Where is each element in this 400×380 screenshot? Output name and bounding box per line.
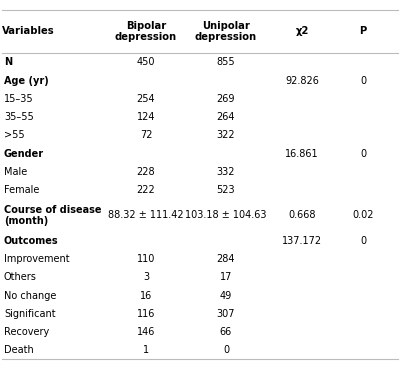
Text: P: P [360,26,367,36]
Text: Significant: Significant [4,309,56,319]
Text: 1: 1 [143,345,149,355]
Text: 137.172: 137.172 [282,236,322,246]
Text: 72: 72 [140,130,152,140]
Text: 15–35: 15–35 [4,94,34,104]
Text: 35–55: 35–55 [4,112,34,122]
Text: 16: 16 [140,291,152,301]
Text: Improvement: Improvement [4,254,70,264]
Text: Outcomes: Outcomes [4,236,59,246]
Text: 16.861: 16.861 [285,149,319,158]
Text: Variables: Variables [2,26,55,36]
Text: N: N [4,57,12,67]
Text: 855: 855 [217,57,235,67]
Text: Age (yr): Age (yr) [4,76,49,86]
Text: 0: 0 [360,76,366,86]
Text: 523: 523 [217,185,235,195]
Text: Female: Female [4,185,39,195]
Text: 332: 332 [217,167,235,177]
Text: Others: Others [4,272,37,282]
Text: 322: 322 [217,130,235,140]
Text: 284: 284 [217,254,235,264]
Text: Course of disease
(month): Course of disease (month) [4,205,102,226]
Text: Male: Male [4,167,27,177]
Text: Unipolar
depression: Unipolar depression [195,21,257,42]
Text: Death: Death [4,345,34,355]
Text: χ2: χ2 [295,26,309,36]
Text: 92.826: 92.826 [285,76,319,86]
Text: 264: 264 [217,112,235,122]
Text: 0.02: 0.02 [352,211,374,220]
Text: 0: 0 [360,236,366,246]
Text: 254: 254 [137,94,155,104]
Text: 0: 0 [223,345,229,355]
Text: 124: 124 [137,112,155,122]
Text: 307: 307 [217,309,235,319]
Text: Recovery: Recovery [4,327,49,337]
Text: Bipolar
depression: Bipolar depression [115,21,177,42]
Text: 222: 222 [137,185,155,195]
Text: 110: 110 [137,254,155,264]
Text: Gender: Gender [4,149,44,158]
Text: 17: 17 [220,272,232,282]
Text: 0.668: 0.668 [288,211,316,220]
Text: 103.18 ± 104.63: 103.18 ± 104.63 [185,211,267,220]
Text: 116: 116 [137,309,155,319]
Text: >55: >55 [4,130,25,140]
Text: 450: 450 [137,57,155,67]
Text: 0: 0 [360,149,366,158]
Text: 228: 228 [137,167,155,177]
Text: No change: No change [4,291,56,301]
Text: 269: 269 [217,94,235,104]
Text: 49: 49 [220,291,232,301]
Text: 88.32 ± 111.42: 88.32 ± 111.42 [108,211,184,220]
Text: 66: 66 [220,327,232,337]
Text: 146: 146 [137,327,155,337]
Text: 3: 3 [143,272,149,282]
